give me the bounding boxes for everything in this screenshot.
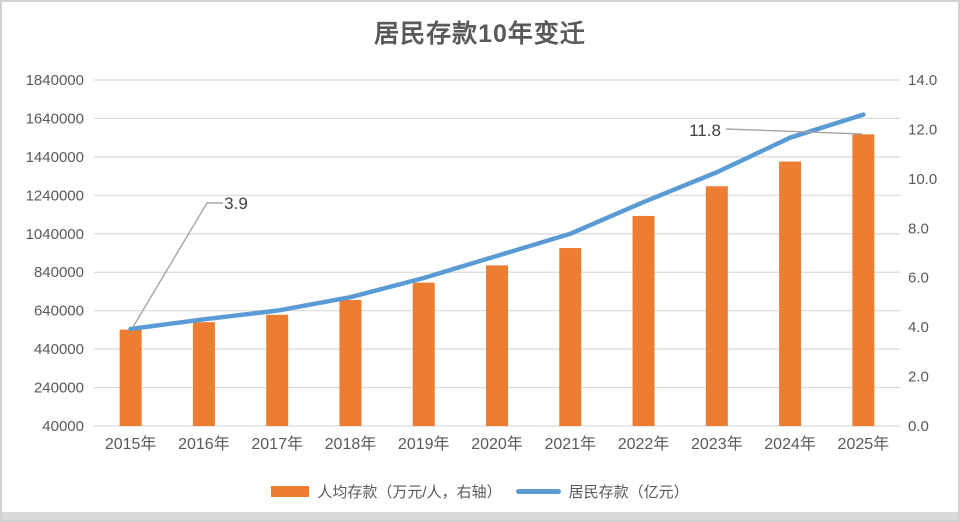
bar <box>412 282 435 426</box>
bar <box>339 299 362 426</box>
bar <box>852 134 875 426</box>
right-axis-tick-label: 8.0 <box>908 220 929 237</box>
right-axis-tick-label: 0.0 <box>908 418 929 435</box>
left-axis-tick-label: 240000 <box>34 380 84 397</box>
left-axis-tick-label: 40000 <box>42 418 84 435</box>
x-axis-label: 2021年 <box>544 435 596 453</box>
bar-series-swatch-icon <box>271 485 310 497</box>
legend-item-bar-series: 人均存款（万元/人，右轴） <box>271 481 502 502</box>
x-axis-label: 2022年 <box>618 435 670 453</box>
bottom-band <box>2 512 958 520</box>
x-axis-label: 2017年 <box>251 435 303 453</box>
bar <box>266 314 289 426</box>
left-axis-tick-label: 1440000 <box>26 149 84 166</box>
right-axis-tick-label: 14.0 <box>908 72 937 89</box>
x-axis-label: 2018年 <box>325 435 377 453</box>
left-axis-tick-label: 840000 <box>34 264 84 281</box>
annotation-label: 11.8 <box>689 121 721 140</box>
line-series-swatch-icon <box>515 488 561 494</box>
bar <box>192 322 215 426</box>
left-axis-tick-label: 440000 <box>34 341 84 358</box>
left-axis-tick-label: 1240000 <box>26 187 84 204</box>
left-axis-tick-label: 1840000 <box>26 72 84 89</box>
bar <box>779 161 802 427</box>
right-axis-tick-label: 6.0 <box>908 270 929 287</box>
legend-bar-series-label: 人均存款（万元/人，右轴） <box>317 483 502 501</box>
annotation-leader-line <box>132 202 223 328</box>
x-axis-label: 2019年 <box>398 435 450 453</box>
chart-legend: 人均存款（万元/人，右轴） 居民存款（亿元） <box>2 478 958 504</box>
x-axis-label: 2023年 <box>691 435 743 453</box>
x-axis-label: 2020年 <box>471 435 523 453</box>
right-axis-tick-label: 2.0 <box>908 369 929 386</box>
right-axis-tick-label: 10.0 <box>908 171 937 188</box>
right-axis-tick-label: 4.0 <box>908 319 929 336</box>
annotation-label: 3.9 <box>224 194 248 213</box>
chart-title: 居民存款10年变迁 <box>374 20 586 48</box>
left-axis-tick-label: 640000 <box>34 303 84 320</box>
left-axis-tick-label: 1640000 <box>26 110 84 127</box>
legend-line-series-label: 居民存款（亿元） <box>568 483 689 501</box>
x-axis-label: 2016年 <box>178 435 230 453</box>
bar <box>486 265 508 426</box>
bar <box>632 215 655 426</box>
bar <box>705 186 728 426</box>
bar <box>559 248 582 426</box>
bar <box>119 329 142 426</box>
line-series <box>128 112 866 332</box>
x-axis-label: 2015年 <box>105 435 157 453</box>
right-axis-tick-label: 12.0 <box>908 121 937 138</box>
x-axis-label: 2025年 <box>838 435 890 453</box>
legend-item-line-series: 居民存款（亿元） <box>515 481 689 502</box>
annotation-leader-line <box>725 128 863 135</box>
x-axis-label: 2024年 <box>764 435 816 453</box>
left-axis-tick-label: 1040000 <box>26 226 84 243</box>
